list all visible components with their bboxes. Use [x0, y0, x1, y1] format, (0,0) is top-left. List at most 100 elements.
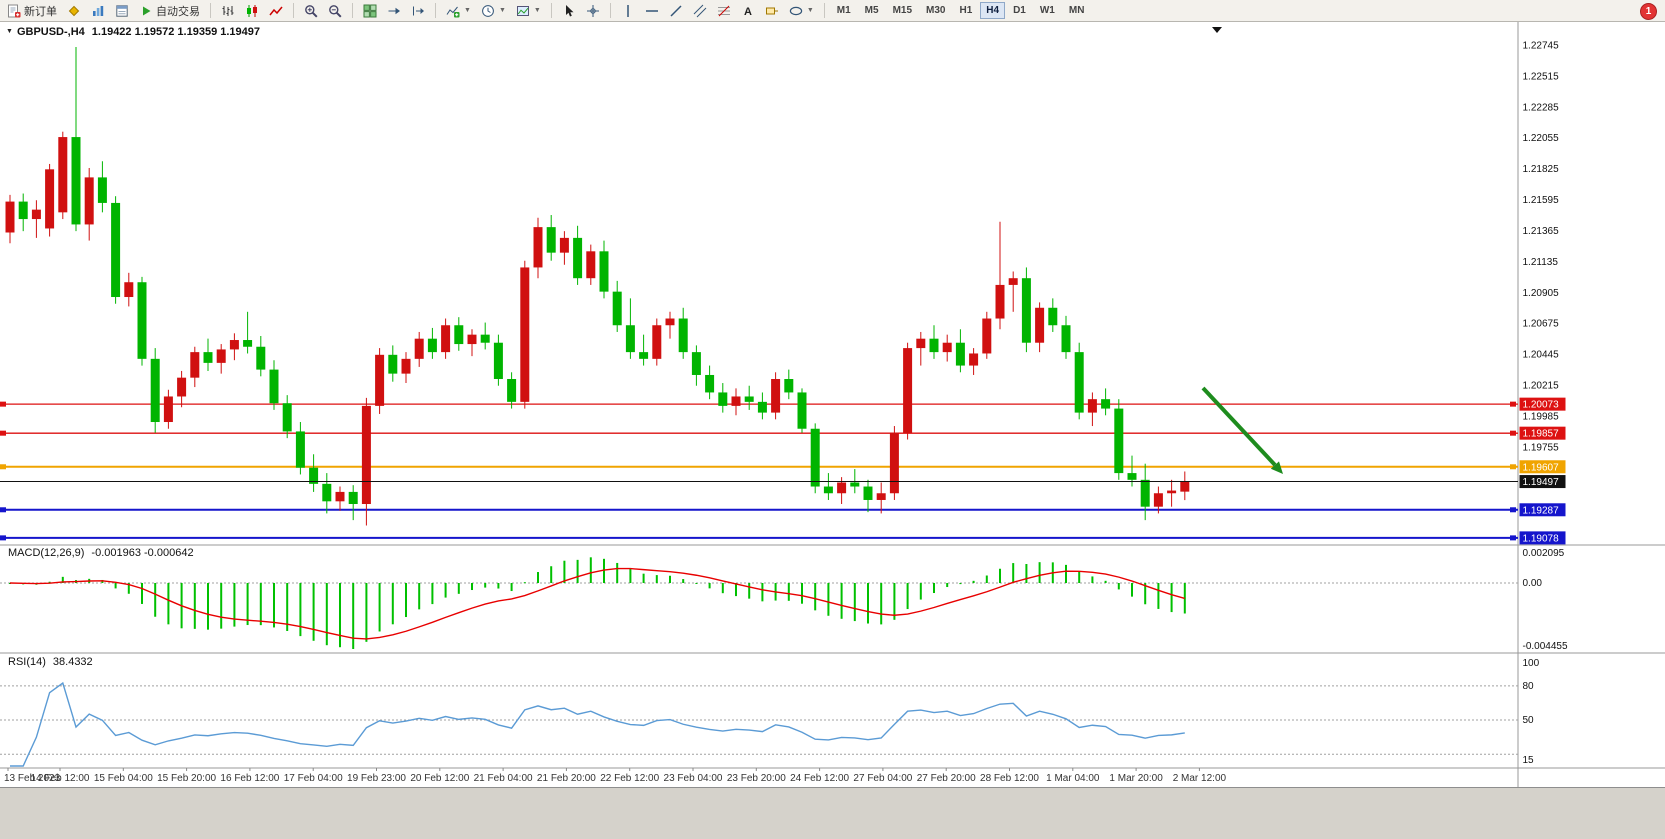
- crosshair-button[interactable]: [582, 1, 604, 21]
- channel-icon: [693, 4, 707, 18]
- macd-label: MACD(12,26,9) -0.001963 -0.000642: [8, 547, 194, 559]
- toolbar: 新订单 自动交易 ▼ ▼ ▼ A ▼ M1 M5 M15 M30 H1 H4 D1 W1 MN: [0, 0, 1665, 22]
- macd-bar: [695, 583, 698, 584]
- annotation-arrow[interactable]: [1201, 386, 1277, 467]
- label-tool-button[interactable]: [761, 1, 783, 21]
- candle-body: [467, 334, 477, 345]
- macd-bar: [906, 583, 909, 610]
- shapes-button[interactable]: ▼: [785, 1, 818, 21]
- timeframe-m15[interactable]: M15: [892, 5, 913, 16]
- toolbar-separator: [293, 3, 294, 18]
- macd-bar: [220, 583, 223, 629]
- candle-body: [612, 291, 622, 326]
- line-chart-mode-button[interactable]: [265, 1, 287, 21]
- candle-body: [124, 282, 134, 298]
- candle-body: [533, 227, 543, 268]
- toolbar-group: [214, 0, 290, 21]
- hline-marker[interactable]: [0, 535, 6, 541]
- timeframe-m30[interactable]: M30: [926, 5, 946, 16]
- timeframe-h4[interactable]: H4: [980, 2, 1006, 19]
- macd-bar: [919, 583, 922, 600]
- hline-marker[interactable]: [1510, 507, 1516, 513]
- data-window-button[interactable]: [111, 1, 133, 21]
- price-tick-label: 1.20215: [1523, 381, 1560, 392]
- price-label-text: 1.20073: [1523, 400, 1560, 411]
- rsi-line: [10, 681, 1185, 767]
- macd-bar: [642, 573, 645, 583]
- label-icon: [765, 4, 779, 18]
- timeframe-m1[interactable]: M1: [836, 5, 851, 16]
- candle-body: [454, 325, 464, 345]
- chart-menu-arrow-icon[interactable]: ▼: [6, 28, 13, 35]
- fibonacci-button[interactable]: [713, 1, 735, 21]
- indicators-button[interactable]: ▼: [442, 1, 475, 21]
- time-label: 17 Feb 04:00: [284, 773, 343, 784]
- macd-bar: [959, 583, 962, 585]
- hline-marker[interactable]: [1510, 430, 1516, 436]
- text-tool-button[interactable]: A: [737, 1, 759, 21]
- hline-marker[interactable]: [1510, 464, 1516, 470]
- candle-body: [163, 396, 173, 423]
- timeframe-h1[interactable]: H1: [959, 5, 973, 16]
- macd-current-values: -0.001963 -0.000642: [91, 547, 194, 559]
- annotation-arrow-head[interactable]: [1270, 461, 1283, 474]
- bar-chart-mode-button[interactable]: [217, 1, 239, 21]
- macd-bar: [431, 583, 434, 605]
- tile-windows-button[interactable]: [359, 1, 381, 21]
- trendline-button[interactable]: [665, 1, 687, 21]
- cursor-button[interactable]: [558, 1, 580, 21]
- macd-bar: [1170, 583, 1173, 613]
- market-watch-icon: [91, 4, 105, 18]
- chart-shift-marker-icon[interactable]: [1212, 27, 1222, 33]
- candle-body: [837, 482, 847, 494]
- quotes-button[interactable]: [63, 1, 85, 21]
- candle-body: [810, 428, 820, 487]
- hline-marker[interactable]: [0, 464, 6, 470]
- macd-bar: [1078, 571, 1081, 583]
- vertical-line-button[interactable]: [617, 1, 639, 21]
- candle-body: [348, 491, 358, 505]
- hline-marker[interactable]: [0, 507, 6, 513]
- hline-marker[interactable]: [1510, 401, 1516, 407]
- price-axis[interactable]: [1519, 22, 1665, 768]
- auto-trading-button[interactable]: 自动交易: [135, 0, 204, 22]
- period-icon: [481, 4, 495, 18]
- chart-shift-button[interactable]: [407, 1, 429, 21]
- candle-body: [190, 352, 200, 378]
- horizontal-line-button[interactable]: [641, 1, 663, 21]
- macd-bar: [999, 568, 1001, 583]
- rsi-axis-label: 15: [1523, 755, 1535, 766]
- timeframe-w1[interactable]: W1: [1039, 5, 1055, 16]
- line-chart-icon: [269, 4, 283, 18]
- periods-button[interactable]: ▼: [477, 1, 510, 21]
- price-tick-label: 1.21595: [1523, 195, 1560, 206]
- timeframe-m5[interactable]: M5: [864, 5, 879, 16]
- candle-body: [757, 401, 767, 413]
- zoom-out-button[interactable]: [324, 1, 346, 21]
- market-watch-button[interactable]: [87, 1, 109, 21]
- auto-scroll-button[interactable]: [383, 1, 405, 21]
- timeframe-mn[interactable]: MN: [1068, 5, 1085, 16]
- zoom-in-button[interactable]: [300, 1, 322, 21]
- timeframe-d1[interactable]: D1: [1013, 5, 1026, 16]
- channel-button[interactable]: [689, 1, 711, 21]
- candle-body: [45, 169, 55, 229]
- macd-bar: [444, 583, 447, 598]
- notification-badge[interactable]: 1: [1640, 3, 1657, 20]
- chart-svg[interactable]: 1.20073 1.19857 1.19607 1.19287 1.19078 1.194…: [0, 22, 1665, 839]
- hline-marker[interactable]: [0, 430, 6, 436]
- time-axis[interactable]: [0, 768, 1665, 787]
- candle-chart-mode-button[interactable]: [241, 1, 263, 21]
- toolbar-group: A ▼: [614, 0, 821, 21]
- price-tick-label: 1.19755: [1523, 442, 1560, 453]
- macd-bar: [1091, 576, 1094, 583]
- new-order-button[interactable]: 新订单: [3, 0, 61, 22]
- candle-body: [520, 267, 530, 402]
- time-label: 21 Feb 04:00: [474, 773, 533, 784]
- price-label-box: [1519, 426, 1566, 440]
- hline-marker[interactable]: [1510, 535, 1516, 541]
- hline-marker[interactable]: [0, 401, 6, 407]
- candle-body: [876, 493, 886, 500]
- templates-button[interactable]: ▼: [512, 1, 545, 21]
